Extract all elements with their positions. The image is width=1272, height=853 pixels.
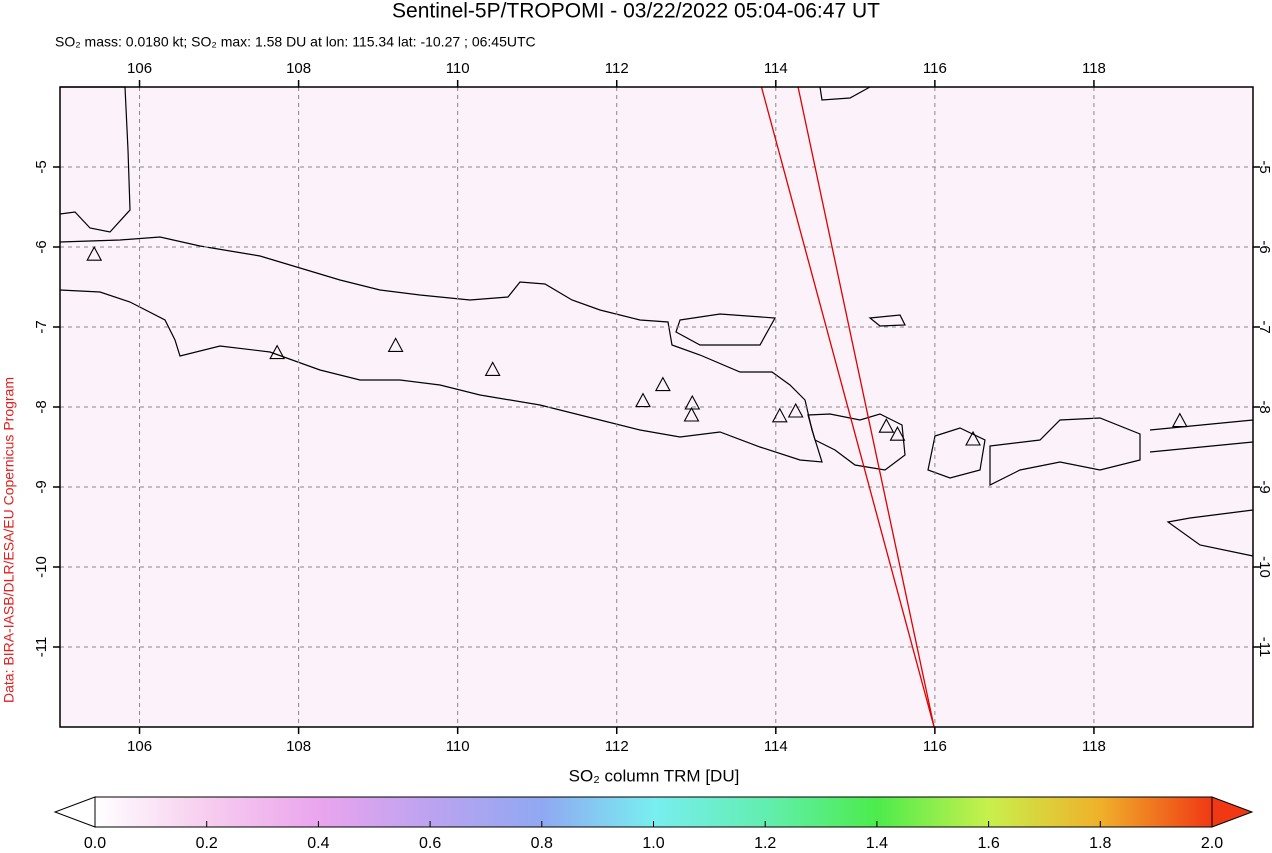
y-tick-label: -8 (33, 400, 50, 413)
volcano (683, 406, 700, 422)
y-tick-label: -11 (1256, 637, 1272, 658)
volcano (889, 426, 906, 441)
x-tick-label: 106 (127, 738, 152, 755)
y-tick-label: -10 (1256, 556, 1272, 578)
y-tick-label: -5 (33, 160, 50, 173)
colorbar-tick-label: 0.2 (196, 835, 218, 852)
x-tick-label: 116 (923, 738, 947, 755)
x-tick-label: 112 (605, 60, 629, 77)
volcano (269, 344, 286, 360)
colorbar: 0.0 0.2 0.4 0.6 0.8 1.0 1.2 1.4 1.6 1.8 2.0 (53, 796, 1254, 852)
colorbar-tick-label: 0.8 (531, 835, 553, 852)
x-tick-label: 106 (127, 60, 152, 77)
x-tick-label: 118 (1082, 738, 1106, 755)
coastline (819, 86, 871, 101)
colorbar-label: SO₂ column TRM [DU] (569, 766, 740, 785)
y-tick-label: -6 (1256, 240, 1272, 253)
colorbar-tick-label: 1.8 (1089, 835, 1111, 852)
colorbar-tick-label: 0.6 (419, 835, 441, 852)
title: Sentinel-5P/TROPOMI - 03/22/2022 05:04-0… (392, 0, 880, 23)
y-tick-label: -6 (33, 240, 50, 253)
swath-edge (760, 86, 935, 728)
colorbar-tick-label: 0.0 (84, 835, 106, 852)
volcano (654, 376, 671, 392)
colorbar-under (53, 796, 96, 828)
coastline (59, 236, 823, 463)
subtitle: SO₂ mass: 0.0180 kt; SO₂ max: 1.58 DU at… (55, 34, 536, 50)
coastlines (59, 86, 1254, 557)
map-marks (86, 86, 1188, 728)
volcano (1171, 412, 1188, 428)
coastline (1149, 419, 1254, 453)
y-tick-label: -9 (1256, 480, 1272, 493)
volcano (787, 402, 804, 418)
volcano (965, 430, 981, 446)
coastline (1166, 509, 1254, 557)
y-tick-label: -7 (33, 320, 50, 333)
volcano (635, 392, 651, 408)
x-tick-label: 108 (286, 738, 311, 755)
colorbar-tick-label: 1.2 (754, 835, 776, 852)
coastline (989, 417, 1141, 486)
x-tick-label: 114 (764, 60, 788, 77)
x-tick-label: 110 (446, 60, 470, 77)
x-tick-label: 110 (446, 738, 470, 755)
colorbar-tick-label: 2.0 (1201, 835, 1223, 852)
volcano (484, 361, 501, 376)
y-tick-label: -11 (33, 637, 50, 658)
colorbar-tick-label: 1.0 (642, 835, 664, 852)
volcano (86, 246, 103, 261)
credit: Data: BIRA-IASB/DLR/ESA/EU Copernicus Pr… (1, 377, 17, 703)
grid (60, 87, 1253, 727)
y-tick-label: -5 (1256, 160, 1272, 173)
coastline (675, 313, 776, 346)
swath-edge (797, 86, 935, 728)
coastline (927, 427, 986, 479)
x-tick-label: 118 (1082, 60, 1106, 77)
colorbar-tick-label: 1.6 (977, 835, 999, 852)
y-tick-label: -10 (33, 556, 50, 578)
volcano (771, 407, 788, 423)
x-tick-label: 114 (764, 738, 788, 755)
colorbar-over (1211, 796, 1254, 828)
coastline (807, 413, 906, 471)
y-tick-label: -7 (1256, 320, 1272, 333)
y-tick-label: -8 (1256, 400, 1272, 413)
volcano (387, 337, 404, 352)
y-tick-label: -9 (33, 480, 50, 493)
colorbar-tick-label: 1.4 (866, 835, 888, 852)
coastline (59, 86, 131, 233)
x-tick-label: 108 (286, 60, 311, 77)
colorbar-tick-label: 0.4 (307, 835, 329, 852)
axes: 106 106 108 108 110 110 112 112 114 114 116 116 118 1… (33, 60, 1272, 755)
x-tick-label: 116 (923, 60, 947, 77)
volcano (878, 418, 895, 433)
x-tick-label: 112 (605, 738, 629, 755)
coastline (868, 314, 906, 327)
